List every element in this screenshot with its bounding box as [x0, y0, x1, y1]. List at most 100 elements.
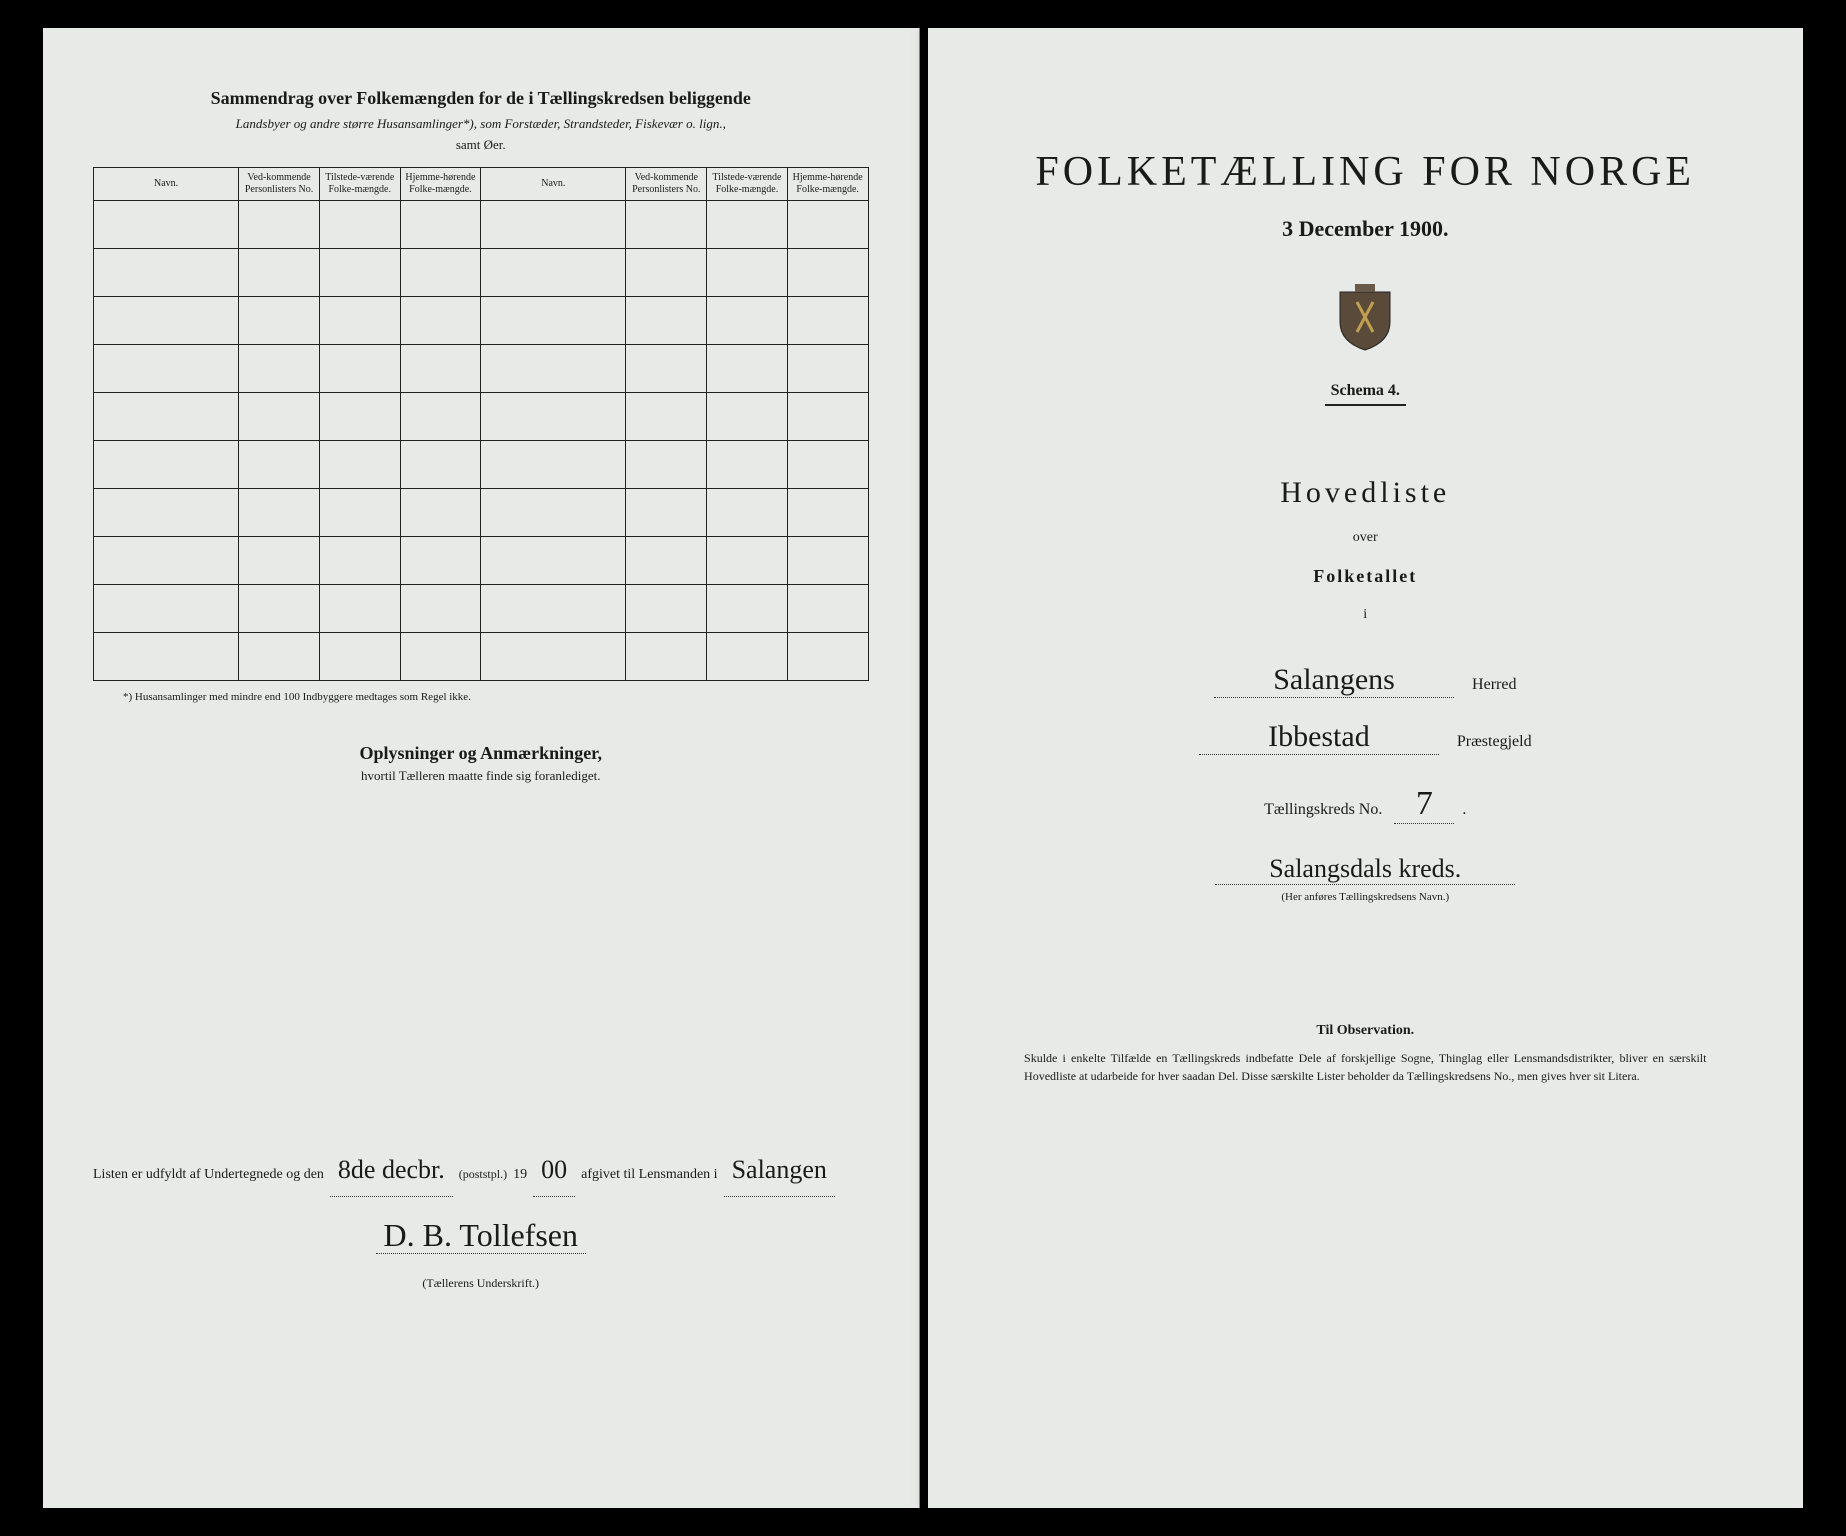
table-cell: [239, 537, 320, 585]
main-title: FOLKETÆLLING FOR NORGE: [978, 148, 1754, 196]
table-cell: [707, 537, 788, 585]
table-cell: [400, 441, 481, 489]
table-cell: [239, 393, 320, 441]
table-row: [94, 201, 869, 249]
census-date: 3 December 1900.: [978, 216, 1754, 242]
table-cell: [94, 249, 239, 297]
table-cell: [481, 441, 626, 489]
table-row: [94, 249, 869, 297]
table-cell: [707, 345, 788, 393]
table-cell: [707, 393, 788, 441]
table-cell: [626, 393, 707, 441]
table-cell: [626, 297, 707, 345]
oplysninger-sub: hvortil Tælleren maatte finde sig foranl…: [93, 768, 869, 784]
hovedliste: Hovedliste: [978, 476, 1754, 510]
table-cell: [626, 345, 707, 393]
table-cell: [239, 345, 320, 393]
table-cell: [400, 585, 481, 633]
table-cell: [319, 297, 400, 345]
sig-date: 8de decbr.: [330, 1144, 453, 1197]
table-cell: [707, 441, 788, 489]
table-cell: [239, 441, 320, 489]
table-cell: [787, 633, 868, 681]
table-row: [94, 633, 869, 681]
table-cell: [481, 201, 626, 249]
table-cell: [787, 249, 868, 297]
kreds-name-row: Salangsdals kreds.: [978, 854, 1754, 885]
table-cell: [319, 537, 400, 585]
table-cell: [481, 345, 626, 393]
table-cell: [94, 441, 239, 489]
sig-annotation: (poststpl.): [459, 1162, 507, 1186]
table-cell: [626, 489, 707, 537]
document-spread: Sammendrag over Folkemængden for de i Tæ…: [43, 28, 1803, 1508]
praestegjeld-row: Ibbestad Præstegjeld: [978, 720, 1754, 755]
i-label: i: [978, 607, 1754, 623]
table-row: [94, 393, 869, 441]
praestegjeld-label: Præstegjeld: [1457, 733, 1532, 751]
left-subtitle2: samt Øer.: [93, 137, 869, 153]
col-tilstede-1: Tilstede-værende Folke-mængde.: [319, 168, 400, 201]
col-tilstede-2: Tilstede-værende Folke-mængde.: [707, 168, 788, 201]
table-cell: [707, 249, 788, 297]
table-cell: [94, 585, 239, 633]
table-cell: [239, 585, 320, 633]
col-vedk-1: Ved-kommende Personlisters No.: [239, 168, 320, 201]
table-cell: [626, 537, 707, 585]
table-cell: [94, 393, 239, 441]
table-row: [94, 537, 869, 585]
crest-icon: [1335, 282, 1395, 352]
table-cell: [319, 633, 400, 681]
table-cell: [707, 585, 788, 633]
table-body: [94, 201, 869, 681]
table-cell: [400, 201, 481, 249]
signature-block: Listen er udfyldt af Undertegnede og den…: [93, 1144, 869, 1295]
table-cell: [94, 537, 239, 585]
header-row: Navn. Ved-kommende Personlisters No. Til…: [94, 168, 869, 201]
schema-label: Schema 4.: [1325, 382, 1406, 406]
table-cell: [400, 297, 481, 345]
col-vedk-2: Ved-kommende Personlisters No.: [626, 168, 707, 201]
table-cell: [707, 489, 788, 537]
table-cell: [626, 249, 707, 297]
left-page: Sammendrag over Folkemængden for de i Tæ…: [43, 28, 920, 1508]
table-cell: [400, 249, 481, 297]
table-cell: [481, 537, 626, 585]
table-cell: [319, 585, 400, 633]
table-cell: [94, 201, 239, 249]
table-cell: [787, 489, 868, 537]
col-hjemme-1: Hjemme-hørende Folke-mængde.: [400, 168, 481, 201]
kreds-no-row: Tællingskreds No. 7.: [978, 785, 1754, 824]
table-cell: [481, 249, 626, 297]
table-cell: [787, 297, 868, 345]
kreds-no: 7: [1394, 785, 1454, 824]
kreds-name: Salangsdals kreds.: [1215, 854, 1515, 885]
col-navn-1: Navn.: [94, 168, 239, 201]
table-cell: [626, 201, 707, 249]
table-row: [94, 441, 869, 489]
observation-title: Til Observation.: [978, 1023, 1754, 1039]
table-cell: [481, 489, 626, 537]
table-row: [94, 585, 869, 633]
col-navn-2: Navn.: [481, 168, 626, 201]
table-head: Navn. Ved-kommende Personlisters No. Til…: [94, 168, 869, 201]
table-cell: [319, 441, 400, 489]
sig-caption: (Tællerens Underskrift.): [93, 1271, 869, 1295]
folketallet: Folketallet: [978, 566, 1754, 587]
table-cell: [94, 345, 239, 393]
right-page: FOLKETÆLLING FOR NORGE 3 December 1900. …: [928, 28, 1804, 1508]
table-cell: [787, 441, 868, 489]
table-cell: [94, 297, 239, 345]
table-cell: [787, 345, 868, 393]
over-label: over: [978, 530, 1754, 546]
left-title: Sammendrag over Folkemængden for de i Tæ…: [93, 88, 869, 109]
table-row: [94, 489, 869, 537]
sig-prefix: Listen er udfyldt af Undertegnede og den: [93, 1161, 324, 1189]
table-cell: [239, 633, 320, 681]
table-cell: [481, 297, 626, 345]
table-cell: [626, 585, 707, 633]
kreds-caption: (Her anføres Tællingskredsens Navn.): [978, 891, 1754, 903]
signature-name-row: D. B. Tollefsen: [93, 1203, 869, 1267]
sig-year-prefix: 19: [513, 1161, 527, 1189]
footnote: *) Husansamlinger med mindre end 100 Ind…: [123, 691, 869, 703]
